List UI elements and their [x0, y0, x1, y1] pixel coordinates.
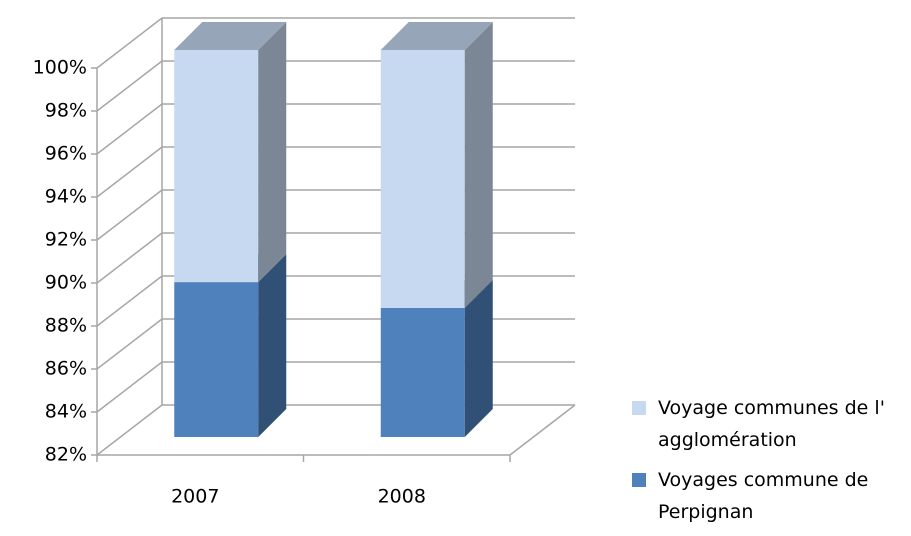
grid-line: [96, 275, 163, 327]
grid-line: [96, 103, 163, 155]
legend-label: Voyages commune de Perpignan: [658, 469, 869, 523]
grid-line: [96, 17, 163, 69]
grid-line: [96, 60, 163, 112]
bar-top: [174, 22, 287, 50]
legend: Voyage communes de l' agglomération Voyag…: [632, 392, 907, 536]
grid-line: [96, 318, 163, 370]
grid-line: [96, 232, 163, 284]
legend-swatch: [632, 473, 646, 487]
bar-side: [464, 22, 493, 308]
bar-front: [380, 308, 465, 437]
grid-line: [96, 361, 163, 413]
y-tick-label: 84%: [45, 401, 87, 423]
y-tick-label: 92%: [45, 229, 87, 251]
legend-swatch: [632, 401, 646, 415]
y-tick-label: 94%: [45, 186, 87, 208]
bar-side: [258, 254, 287, 437]
y-tick-label: 90%: [45, 272, 87, 294]
y-tick-label: 96%: [45, 143, 87, 165]
bar-front: [174, 50, 259, 283]
bar-top: [380, 22, 493, 50]
grid-line: [96, 146, 163, 198]
legend-item: Voyages commune de Perpignan: [632, 464, 907, 528]
grid-line: [96, 189, 163, 241]
y-tick-label: 98%: [45, 100, 87, 122]
y-tick-label: 86%: [45, 358, 87, 380]
bar-side: [464, 280, 493, 437]
legend-item: Voyage communes de l' agglomération: [632, 392, 907, 456]
x-tick-label: 2008: [378, 486, 426, 508]
bar-front: [380, 50, 465, 308]
y-tick-label: 82%: [45, 444, 87, 466]
y-tick-label: 88%: [45, 315, 87, 337]
y-tick-label: 100%: [33, 57, 87, 79]
grid-line: [96, 404, 163, 456]
floor: [509, 404, 576, 456]
x-tick-label: 2007: [171, 486, 219, 508]
bar-front: [174, 282, 259, 437]
bar-side: [258, 22, 287, 283]
legend-label: Voyage communes de l' agglomération: [658, 397, 885, 451]
